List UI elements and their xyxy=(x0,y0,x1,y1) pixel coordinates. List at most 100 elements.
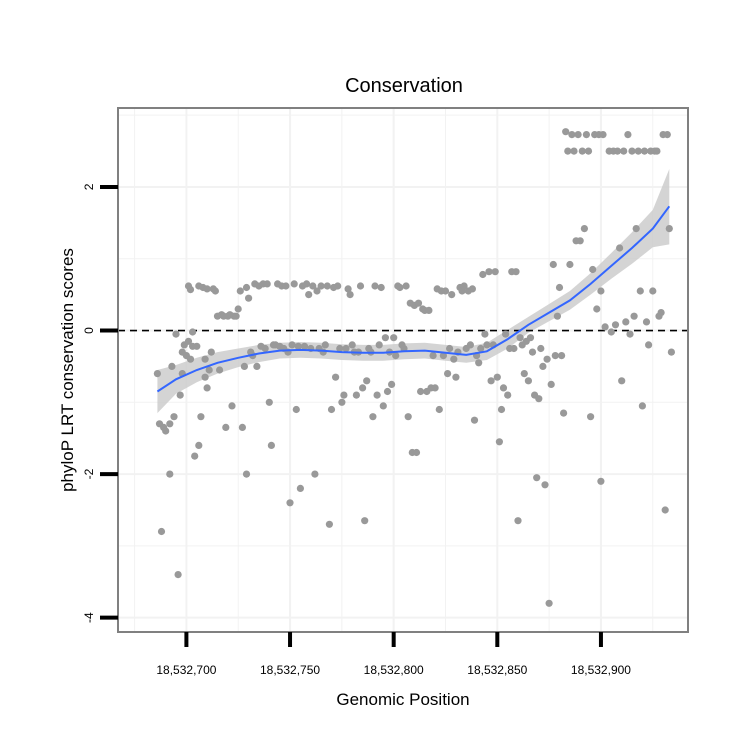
data-point xyxy=(597,287,605,295)
data-point xyxy=(168,362,176,370)
data-point xyxy=(587,413,595,421)
data-point xyxy=(207,348,215,356)
data-point xyxy=(189,328,197,336)
data-point xyxy=(566,260,574,269)
data-point xyxy=(638,402,647,410)
data-point xyxy=(634,147,642,155)
data-point xyxy=(470,416,479,424)
y-tick-label: -2 xyxy=(82,468,96,479)
data-point xyxy=(321,341,329,349)
data-point xyxy=(483,341,491,349)
data-point xyxy=(487,377,495,385)
data-point xyxy=(558,352,566,360)
data-point xyxy=(402,282,410,290)
data-point xyxy=(340,391,348,399)
data-point xyxy=(636,287,644,295)
data-point xyxy=(477,344,485,353)
data-point xyxy=(553,312,562,320)
data-point xyxy=(332,373,340,381)
data-point xyxy=(184,337,193,345)
data-point xyxy=(512,268,520,276)
data-point xyxy=(323,282,331,290)
data-point xyxy=(624,131,632,139)
data-point xyxy=(166,470,174,478)
data-point xyxy=(663,131,671,139)
data-point xyxy=(649,287,657,295)
data-point xyxy=(369,413,377,421)
data-point xyxy=(620,147,628,155)
data-point xyxy=(516,334,524,342)
plot-frame xyxy=(117,107,689,633)
data-point xyxy=(645,341,653,349)
data-point xyxy=(628,147,636,155)
grid xyxy=(118,108,688,632)
data-point xyxy=(543,355,551,363)
data-point xyxy=(547,380,555,388)
data-point xyxy=(549,260,557,269)
y-tick-label: 0 xyxy=(82,327,96,334)
data-point xyxy=(195,441,203,449)
points-layer xyxy=(153,128,676,607)
data-point xyxy=(502,330,510,338)
data-point xyxy=(344,285,352,293)
data-point xyxy=(495,438,503,446)
data-point xyxy=(379,402,387,410)
data-point xyxy=(564,147,572,155)
x-tick-label: 18,532,700 xyxy=(156,663,216,677)
data-point xyxy=(425,306,433,314)
data-point xyxy=(446,344,454,353)
data-point xyxy=(642,318,651,326)
data-point xyxy=(584,147,593,155)
data-point xyxy=(294,342,302,350)
data-point xyxy=(282,282,290,290)
data-point xyxy=(574,131,582,139)
data-point xyxy=(166,420,174,428)
data-point xyxy=(390,334,398,342)
data-point xyxy=(665,225,673,233)
data-point xyxy=(599,131,607,139)
data-point xyxy=(157,527,166,536)
data-point xyxy=(319,348,327,356)
data-point xyxy=(242,283,251,292)
data-point xyxy=(228,402,236,410)
data-point xyxy=(481,330,489,338)
data-point xyxy=(568,131,576,139)
data-point xyxy=(186,355,195,363)
data-point xyxy=(361,517,369,525)
data-point xyxy=(309,282,317,290)
data-point xyxy=(435,405,443,414)
data-point xyxy=(545,599,553,607)
data-point xyxy=(327,405,336,414)
data-point xyxy=(216,366,224,374)
y-axis-label: phyloP LRT conservation scores xyxy=(58,248,77,492)
data-point xyxy=(236,287,244,295)
data-point xyxy=(626,330,634,338)
data-point xyxy=(325,520,333,528)
data-point xyxy=(528,348,537,356)
y-tick-label: -4 xyxy=(82,612,96,623)
data-point xyxy=(533,474,541,482)
data-point xyxy=(562,128,570,136)
data-point xyxy=(172,330,180,338)
y-tick-label: 2 xyxy=(82,183,96,190)
data-point xyxy=(356,282,365,290)
data-point xyxy=(535,395,543,403)
data-point xyxy=(205,366,213,374)
data-point xyxy=(448,291,456,299)
data-point xyxy=(176,391,184,399)
data-point xyxy=(383,387,392,396)
data-point xyxy=(613,147,622,155)
data-point xyxy=(578,147,586,155)
data-point xyxy=(589,265,597,274)
data-point xyxy=(551,352,559,360)
data-point xyxy=(286,499,294,507)
data-point xyxy=(359,384,367,392)
data-point xyxy=(240,362,248,370)
data-point xyxy=(300,342,309,350)
data-point xyxy=(576,237,584,245)
data-point xyxy=(466,341,474,349)
data-point xyxy=(611,321,620,329)
data-point xyxy=(539,362,547,370)
data-point xyxy=(640,147,649,155)
